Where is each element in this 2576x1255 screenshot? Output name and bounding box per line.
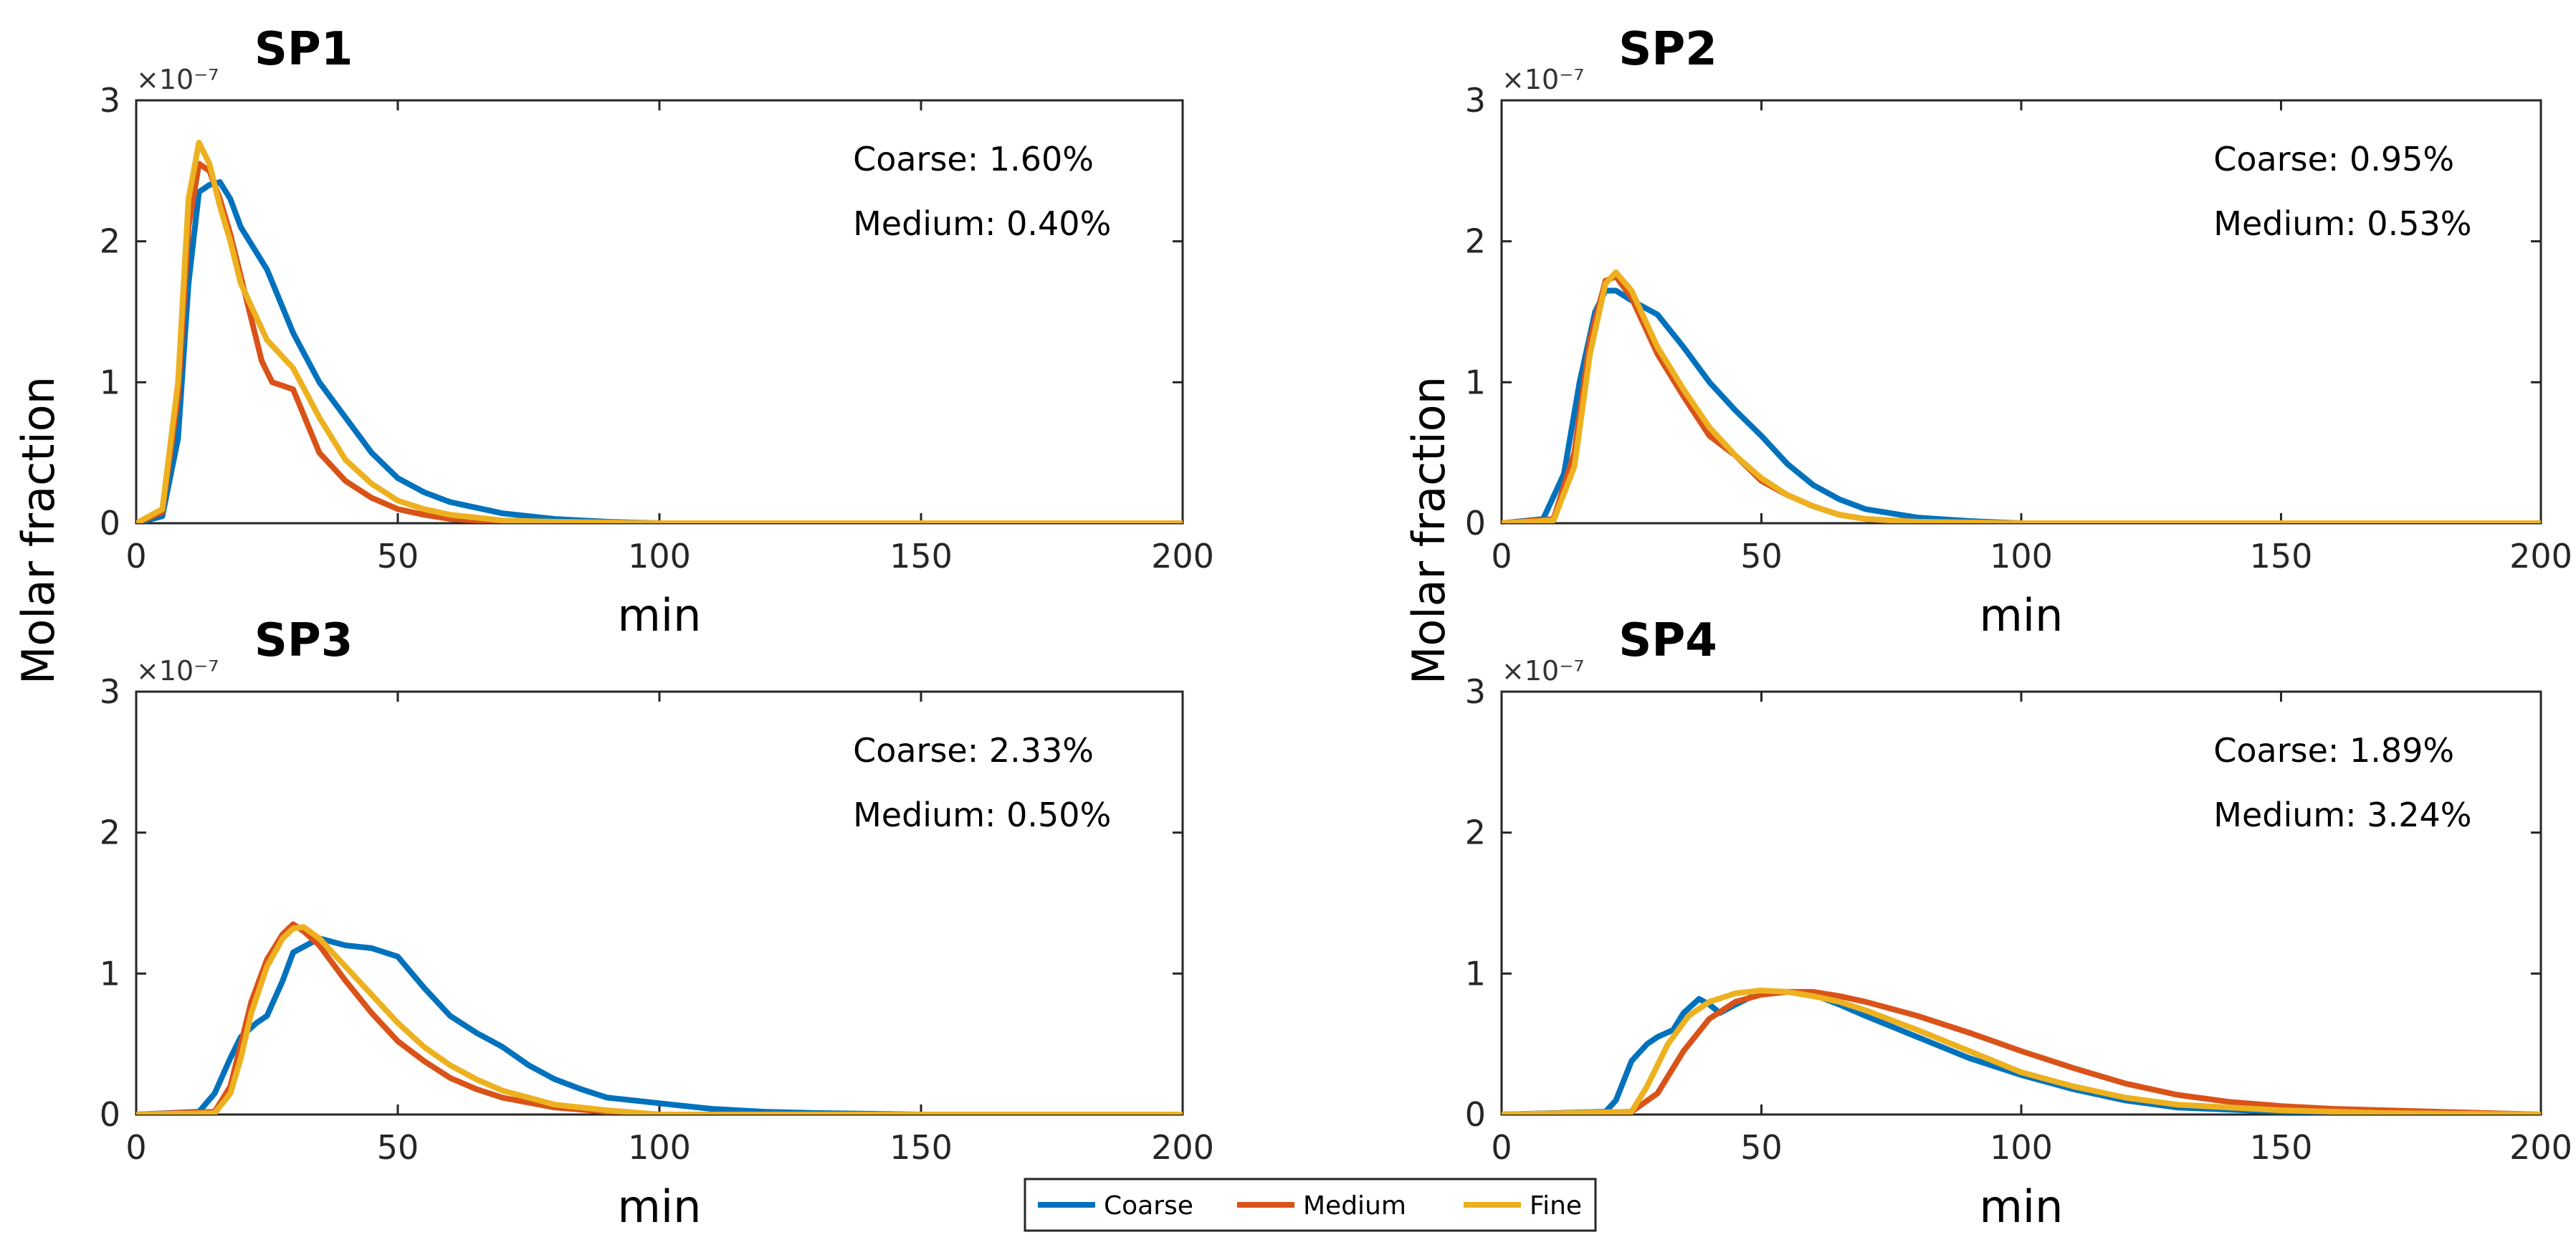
sp4-x-tick-label: 0: [1491, 1128, 1512, 1167]
sp1-x-tick-label: 200: [1151, 537, 1214, 576]
sp4-exponent-label: ×10⁻⁷: [1502, 655, 1584, 687]
sp3-y-tick-label: 3: [100, 672, 120, 711]
sp2-annotation-1: Coarse: 0.95%: [2213, 140, 2454, 178]
sp1-plot-box: [135, 99, 1184, 525]
sp3-x-tick-label: 0: [125, 1128, 146, 1167]
sp4-y-tick-label: 2: [1465, 813, 1486, 852]
sp2-y-tick-label: 1: [1465, 363, 1486, 401]
sp2-y-tick-label: 2: [1465, 222, 1486, 261]
sp1-x-tick-label: 100: [628, 537, 691, 576]
sp4-annotation-1: Coarse: 1.89%: [2213, 731, 2454, 770]
sp1-y-tick-label: 2: [100, 222, 120, 261]
sp3-title: SP3: [254, 614, 353, 667]
sp1-x-axis-label: min: [618, 589, 702, 641]
sp4-y-tick-label: 3: [1465, 672, 1486, 711]
sp4-x-tick-label: 50: [1740, 1128, 1783, 1167]
sp1-series-fine: [136, 140, 1183, 523]
sp1-exponent-label: ×10⁻⁷: [136, 64, 219, 95]
sp4-y-tick-label: 1: [1465, 954, 1486, 993]
sp3-plot-box: [135, 690, 1184, 1116]
sp2-x-tick-label: 200: [2509, 537, 2572, 576]
sp4-series-fine: [1502, 987, 2541, 1115]
sp3-x-tick-label: 200: [1151, 1128, 1214, 1167]
sp3-y-tick-label: 0: [100, 1095, 120, 1134]
legend-label-fine: Fine: [1530, 1191, 1582, 1221]
sp4-plot-box: [1500, 690, 2542, 1116]
sp3-series-fine: [136, 924, 1183, 1115]
sp2-annotation-2: Medium: 0.53%: [2213, 204, 2471, 243]
legend: Coarse Medium Fine: [1024, 1178, 1597, 1232]
sp3-x-tick-label: 150: [889, 1128, 953, 1167]
y-axis-label-left: Molar fraction: [12, 376, 65, 684]
sp1-x-tick-label: 50: [377, 537, 419, 576]
sp1-annotation-2: Medium: 0.40%: [853, 204, 1111, 243]
sp3-x-tick-label: 50: [377, 1128, 419, 1167]
sp3-annotation-2: Medium: 0.50%: [853, 796, 1111, 834]
sp1-y-tick-label: 1: [100, 363, 120, 401]
sp2-exponent-label: ×10⁻⁷: [1502, 64, 1584, 95]
sp3-x-tick-label: 100: [628, 1128, 691, 1167]
sp2-x-tick-label: 150: [2250, 537, 2313, 576]
sp2-y-tick-label: 3: [1465, 81, 1486, 120]
sp1-y-tick-label: 3: [100, 81, 120, 120]
sp2-x-axis-label: min: [1980, 589, 2064, 641]
sp4-y-tick-label: 0: [1465, 1095, 1486, 1134]
sp4-x-tick-label: 200: [2509, 1128, 2572, 1167]
y-axis-label-right: Molar fraction: [1403, 376, 1455, 684]
panel-sp4: 0 50 100 150 200 0 1 2 3 ×10⁻⁷ SP4 min Coarse: 1.89%…: [1465, 614, 2572, 1233]
sp3-exponent-label: ×10⁻⁷: [136, 655, 219, 687]
sp2-y-tick-label: 0: [1465, 504, 1486, 543]
sp1-y-tick-label: 0: [100, 504, 120, 543]
legend-label-coarse: Coarse: [1104, 1191, 1193, 1221]
sp4-x-tick-label: 100: [1990, 1128, 2053, 1167]
legend-label-medium: Medium: [1303, 1191, 1406, 1221]
sp4-title: SP4: [1618, 614, 1717, 667]
sp3-annotation-1: Coarse: 2.33%: [853, 731, 1094, 770]
sp1-annotation-1: Coarse: 1.60%: [853, 140, 1094, 178]
sp3-y-tick-label: 1: [100, 954, 120, 993]
sp4-x-axis-label: min: [1980, 1180, 2064, 1233]
sp1-title: SP1: [254, 23, 353, 76]
sp2-x-tick-label: 100: [1990, 537, 2053, 576]
sp2-series-fine: [1502, 269, 2541, 523]
sp2-title: SP2: [1618, 23, 1717, 76]
sp2-x-tick-label: 50: [1740, 537, 1783, 576]
sp3-x-axis-label: min: [618, 1180, 702, 1233]
sp1-x-tick-label: 0: [125, 537, 146, 576]
panel-sp1: 0 50 100 150 200 0 1 2 3 ×10⁻⁷ SP1 min Coarse: 1.60%…: [100, 23, 1214, 641]
sp3-y-tick-label: 2: [100, 813, 120, 852]
sp1-x-tick-label: 150: [889, 537, 953, 576]
sp4-annotation-2: Medium: 3.24%: [2213, 796, 2471, 834]
sp2-x-tick-label: 0: [1491, 537, 1512, 576]
panel-sp2: 0 50 100 150 200 0 1 2 3 ×10⁻⁷ SP2 min Coarse: 0.95%…: [1465, 23, 2572, 641]
sp4-series-medium: [1502, 988, 2541, 1115]
panel-sp3: 0 50 100 150 200 0 1 2 3 ×10⁻⁷ SP3 min Coarse: 2.33%…: [100, 614, 1214, 1233]
sp4-x-tick-label: 150: [2250, 1128, 2313, 1167]
